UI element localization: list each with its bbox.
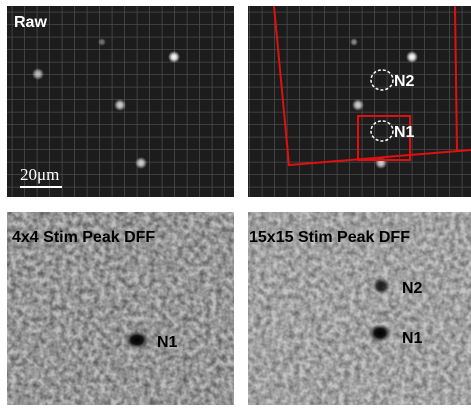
roi-panel: N2 N1 [248,6,471,197]
panel-title: Raw [14,14,47,31]
panel-title: 4x4 Stim Peak DFF [12,229,155,246]
neuron-label: N1 [402,330,423,347]
raw-panel: Raw 20μm [7,6,234,197]
neuron-label: N2 [402,280,423,297]
neuron-label: N1 [157,334,178,351]
neuron-label: N2 [394,73,415,90]
panel-title: 15x15 Stim Peak DFF [249,229,410,246]
dff-15x15-panel: 15x15 Stim Peak DFF N2 N1 [248,212,471,405]
scale-bar-label: 20μm [20,165,59,184]
dff-4x4-panel: 4x4 Stim Peak DFF N1 [7,212,234,405]
neuron-label: N1 [394,124,415,141]
figure: Raw 20μm N2 N1 4x4 Stim Peak DFF N1 15x1… [0,0,471,408]
